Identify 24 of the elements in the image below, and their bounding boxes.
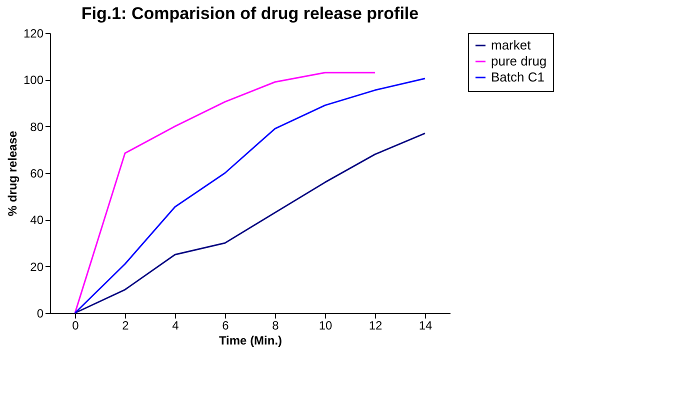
x-tick-label: 10 xyxy=(318,318,332,332)
y-tick-label: 0 xyxy=(36,306,44,320)
y-tick-label: 120 xyxy=(23,26,44,40)
y-tick-label: 80 xyxy=(30,120,44,134)
y-axis-title: % drug release xyxy=(5,130,20,216)
x-tick-label: 4 xyxy=(172,318,180,332)
line-series xyxy=(74,132,426,314)
legend-label: pure drug xyxy=(491,54,547,68)
x-tick-label: 0 xyxy=(72,318,80,332)
y-tick-label: 40 xyxy=(30,213,44,228)
x-tick-label: 8 xyxy=(272,318,280,332)
line-series xyxy=(74,78,426,314)
x-tick-label: 6 xyxy=(222,318,230,332)
legend-label: Batch C1 xyxy=(491,70,544,84)
y-tick-label: 100 xyxy=(23,73,44,88)
x-axis-title: Time (Min.) xyxy=(218,334,282,348)
legend-label: market xyxy=(491,38,532,52)
y-tick-label: 60 xyxy=(30,166,44,180)
x-tick-label: 12 xyxy=(368,318,382,332)
x-tick-label: 14 xyxy=(418,318,432,332)
line-series xyxy=(74,72,376,314)
chart-title: Fig.1: Comparision of drug release profile xyxy=(81,4,419,23)
x-tick-label: 2 xyxy=(122,318,130,332)
y-tick-label: 20 xyxy=(30,260,44,274)
